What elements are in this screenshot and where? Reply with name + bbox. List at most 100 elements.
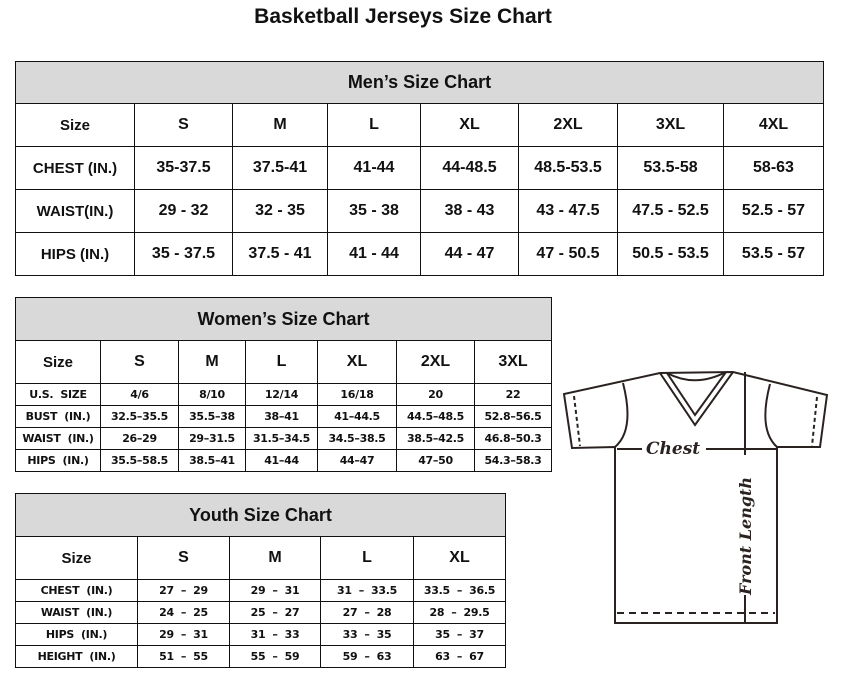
row-label: WAIST (IN.): [15, 601, 138, 624]
table-cell: 63 – 67: [412, 645, 507, 668]
row-label: CHEST (IN.): [15, 579, 138, 602]
mens-size-table: Men’s Size Chart Size S M L XL 2XL 3XL 4XL CHEST…: [15, 61, 824, 276]
header-cell: L: [320, 536, 414, 580]
table-cell: 47 - 50.5: [518, 232, 618, 276]
table-cell: 44.5–48.5: [396, 405, 475, 428]
table-caption: Men’s Size Chart: [15, 61, 824, 104]
table-cell: 41–44.5: [317, 405, 397, 428]
table-cell: 22: [473, 383, 553, 406]
table-cell: 48.5-53.5: [518, 146, 618, 190]
row-label: CHEST (IN.): [15, 146, 135, 190]
table-cell: 52.8–56.5: [473, 405, 553, 428]
header-cell: M: [232, 103, 328, 147]
header-cell: 2XL: [396, 340, 475, 384]
table-cell: 38 - 43: [420, 189, 519, 233]
table-cell: 16/18: [317, 383, 397, 406]
youth-size-table: Youth Size Chart Size S M L XL CHEST (IN.) 27 …: [14, 493, 507, 668]
table-row: U.S. SIZE 4/6 8/10 12/14 16/18 20 22: [15, 383, 553, 406]
table-cell: 27 – 29: [137, 579, 230, 602]
header-cell: S: [137, 536, 230, 580]
header-cell: L: [327, 103, 421, 147]
table-cell: 35 - 37.5: [134, 232, 233, 276]
table-cell: 46.8–50.3: [473, 427, 553, 450]
table-row: CHEST (IN.) 35-37.5 37.5-41 41-44 44-48.5 48.…: [15, 146, 824, 190]
header-cell: XL: [317, 340, 397, 384]
chest-label: Chest: [646, 439, 700, 459]
front-length-label: Front Length: [736, 477, 755, 596]
table-cell: 8/10: [178, 383, 246, 406]
header-cell: L: [245, 340, 318, 384]
table-row: HIPS (IN.) 35 - 37.5 37.5 - 41 41 - 44 44 - …: [15, 232, 824, 276]
table-cell: 29 - 32: [134, 189, 233, 233]
table-cell: 53.5 - 57: [723, 232, 824, 276]
table-cell: 26–29: [100, 427, 179, 450]
row-label: HIPS (IN.): [15, 449, 101, 472]
table-cell: 38.5–42.5: [396, 427, 475, 450]
table-row: HIPS (IN.) 35.5–58.5 38.5–41 41–44 44–47 47–5…: [15, 449, 553, 472]
table-cell: 37.5-41: [232, 146, 328, 190]
header-cell: XL: [412, 536, 507, 580]
table-cell: 47–50: [396, 449, 475, 472]
table-cell: 58-63: [723, 146, 824, 190]
jersey-diagram: Chest Front Length: [562, 370, 829, 624]
header-cell: Size: [15, 340, 101, 384]
table-row: WAIST(IN.) 29 - 32 32 - 35 35 - 38 38 - 43 43…: [15, 189, 824, 233]
table-cell: 38.5–41: [178, 449, 246, 472]
table-cell: 38–41: [245, 405, 318, 428]
table-cell: 41-44: [327, 146, 421, 190]
row-label: WAIST (IN.): [15, 427, 101, 450]
row-label: WAIST(IN.): [15, 189, 135, 233]
header-cell: S: [100, 340, 179, 384]
table-cell: 44-48.5: [420, 146, 519, 190]
table-cell: 37.5 - 41: [232, 232, 328, 276]
row-label: HEIGHT (IN.): [15, 645, 138, 668]
table-cell: 12/14: [245, 383, 318, 406]
row-label: BUST (IN.): [15, 405, 101, 428]
table-cell: 41–44: [245, 449, 318, 472]
table-row: WAIST (IN.) 24 – 25 25 – 27 27 – 28 28 – 29.…: [15, 601, 507, 624]
table-cell: 59 – 63: [320, 645, 414, 668]
row-label: HIPS (IN.): [15, 232, 135, 276]
table-row: WAIST (IN.) 26–29 29–31.5 31.5–34.5 34.5–38.…: [15, 427, 553, 450]
table-row: HIPS (IN.) 29 – 31 31 – 33 33 – 35 35 – 37: [15, 623, 507, 646]
header-cell: S: [134, 103, 233, 147]
table-cell: 33 – 35: [320, 623, 414, 646]
table-cell: 55 – 59: [229, 645, 321, 668]
header-cell: XL: [420, 103, 519, 147]
header-cell: M: [229, 536, 321, 580]
table-cell: 51 – 55: [137, 645, 230, 668]
table-cell: 44 - 47: [420, 232, 519, 276]
table-cell: 53.5-58: [617, 146, 724, 190]
table-cell: 32.5–35.5: [100, 405, 179, 428]
table-cell: 29 – 31: [229, 579, 321, 602]
table-cell: 34.5–38.5: [317, 427, 397, 450]
table-cell: 4/6: [100, 383, 179, 406]
table-cell: 44–47: [317, 449, 397, 472]
table-cell: 32 - 35: [232, 189, 328, 233]
table-cell: 52.5 - 57: [723, 189, 824, 233]
table-cell: 31 – 33.5: [320, 579, 414, 602]
table-cell: 20: [396, 383, 475, 406]
table-cell: 35 – 37: [412, 623, 507, 646]
table-caption: Youth Size Chart: [14, 493, 507, 537]
table-cell: 29–31.5: [178, 427, 246, 450]
table-cell: 35 - 38: [327, 189, 421, 233]
table-row: BUST (IN.) 32.5–35.5 35.5–38 38–41 41–44.5 44…: [15, 405, 553, 428]
header-cell: M: [178, 340, 246, 384]
table-cell: 31 – 33: [229, 623, 321, 646]
table-cell: 35.5–58.5: [100, 449, 179, 472]
table-cell: 47.5 - 52.5: [617, 189, 724, 233]
table-cell: 33.5 – 36.5: [412, 579, 507, 602]
page-title: Basketball Jerseys Size Chart: [254, 5, 552, 28]
header-cell: 3XL: [473, 340, 553, 384]
header-cell: Size: [15, 103, 135, 147]
table-row: CHEST (IN.) 27 – 29 29 – 31 31 – 33.5 33.5 –…: [15, 579, 507, 602]
womens-size-table: Women’s Size Chart Size S M L XL 2XL 3XL U.S. S…: [14, 297, 553, 472]
header-cell: 4XL: [723, 103, 824, 147]
header-cell: Size: [15, 536, 138, 580]
table-cell: 54.3–58.3: [473, 449, 553, 472]
table-row: HEIGHT (IN.) 51 – 55 55 – 59 59 – 63 63 – 67: [15, 645, 507, 668]
header-row: Size S M L XL 2XL 3XL 4XL: [15, 103, 824, 147]
table-cell: 27 – 28: [320, 601, 414, 624]
table-cell: 35.5–38: [178, 405, 246, 428]
